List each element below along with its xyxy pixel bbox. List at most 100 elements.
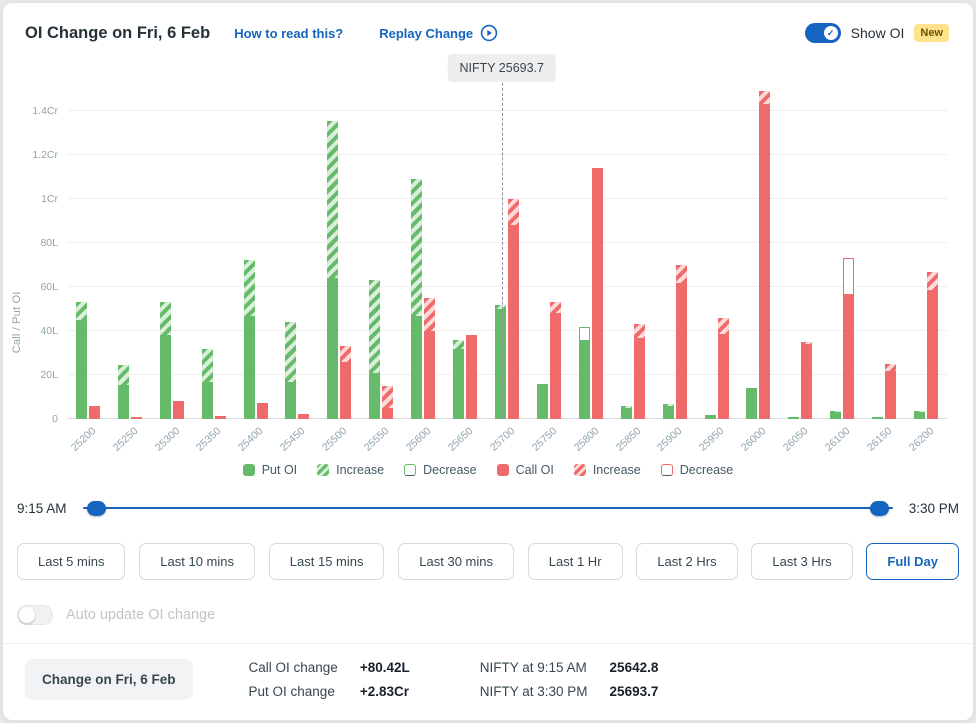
put-oi-bar[interactable]: [578, 326, 590, 419]
range-button-last-15-mins[interactable]: Last 15 mins: [268, 543, 385, 580]
x-axis-label: 26150: [864, 425, 895, 454]
gridline: [67, 110, 947, 111]
range-button-last-3-hrs[interactable]: Last 3 Hrs: [751, 543, 853, 580]
call-solid-segment: [633, 337, 645, 419]
x-axis-label: 25550: [361, 425, 392, 454]
legend-item-call-inc[interactable]: Increase: [573, 463, 641, 477]
call-oi-bar[interactable]: [424, 298, 436, 419]
call-oi-bar[interactable]: [717, 317, 729, 419]
range-button-full-day[interactable]: Full Day: [866, 543, 959, 580]
show-oi-toggle[interactable]: ✓: [804, 23, 841, 43]
legend-item-put-solid[interactable]: Put OI: [242, 463, 297, 477]
put-oi-bar[interactable]: [117, 365, 129, 419]
call-oi-bar[interactable]: [801, 342, 813, 419]
call-oi-bar[interactable]: [508, 199, 520, 419]
x-axis-label: 26000: [739, 425, 769, 454]
put-oi-bar[interactable]: [495, 304, 507, 419]
put-oi-bar[interactable]: [914, 411, 926, 419]
put-oi-bar[interactable]: [746, 388, 758, 419]
put-oi-bar[interactable]: [243, 259, 255, 419]
change-date-button[interactable]: Change on Fri, 6 Feb: [25, 659, 193, 700]
oi-change-stats: Call OI change +80.42L Put OI change +2.83C…: [249, 660, 410, 699]
put-oi-bar[interactable]: [159, 302, 171, 419]
put-oi-bar[interactable]: [453, 339, 465, 419]
put-oi-bar[interactable]: [75, 302, 87, 419]
put-oi-bar[interactable]: [830, 411, 842, 419]
call-solid-segment: [675, 282, 687, 419]
put-solid-segment: [914, 412, 926, 419]
call-oi-bar[interactable]: [843, 258, 855, 419]
replay-change-link[interactable]: Replay Change: [379, 24, 498, 42]
call-oi-bar[interactable]: [675, 265, 687, 419]
put-oi-bar[interactable]: [285, 322, 297, 419]
put-oi-bar[interactable]: [201, 348, 213, 419]
chart-section: Call / Put OI NIFTY 25693.7 0 20L 40L 60L 80…: [3, 51, 973, 455]
call-oi-bar[interactable]: [256, 402, 268, 419]
auto-update-row: Auto update OI change: [17, 605, 959, 625]
x-axis-label: 25600: [403, 425, 434, 454]
legend-item-call-dec[interactable]: Decrease: [660, 463, 734, 477]
put-increase-segment: [369, 280, 381, 373]
gridline: [67, 330, 947, 331]
put-oi-bar[interactable]: [369, 280, 381, 419]
legend-item-put-dec[interactable]: Decrease: [404, 463, 477, 477]
legend-label: Decrease: [679, 463, 734, 477]
put-oi-bar[interactable]: [327, 120, 339, 419]
call-increase-segment: [927, 271, 939, 291]
how-to-read-link[interactable]: How to read this?: [234, 26, 343, 41]
call-increase-segment: [340, 346, 352, 362]
replay-change-label: Replay Change: [379, 25, 474, 41]
slider-handle-start[interactable]: [86, 501, 106, 516]
put-increase-segment: [411, 179, 423, 316]
call-increase-segment: [549, 302, 561, 314]
auto-update-toggle[interactable]: [17, 605, 53, 625]
call-oi-bar[interactable]: [88, 405, 100, 419]
call-oi-bar[interactable]: [633, 324, 645, 419]
call-oi-bar[interactable]: [340, 346, 352, 419]
call-solid-segment: [130, 416, 142, 419]
call-oi-bar[interactable]: [172, 401, 184, 419]
call-increase-segment: [759, 91, 771, 105]
call-oi-bar[interactable]: [549, 302, 561, 419]
legend-item-call-solid[interactable]: Call OI: [496, 463, 554, 477]
put-increase-segment: [914, 411, 926, 413]
put-oi-bar[interactable]: [662, 403, 674, 419]
range-button-last-1-hr[interactable]: Last 1 Hr: [527, 543, 623, 580]
legend-label: Increase: [592, 463, 641, 477]
time-range-slider[interactable]: [79, 499, 897, 517]
bar-groups: [67, 89, 947, 419]
put-oi-bar[interactable]: [704, 414, 716, 419]
put-oi-bar[interactable]: [872, 416, 884, 419]
put-oi-bar[interactable]: [788, 416, 800, 419]
call-increase-segment: [382, 386, 394, 408]
call-oi-bar[interactable]: [130, 416, 142, 419]
range-button-last-2-hrs[interactable]: Last 2 Hrs: [636, 543, 738, 580]
call-oi-bar[interactable]: [298, 413, 310, 419]
call-solid-segment: [759, 104, 771, 419]
slider-handle-end[interactable]: [869, 501, 889, 516]
call-oi-bar[interactable]: [214, 415, 226, 419]
call-oi-bar[interactable]: [382, 386, 394, 419]
put-oi-bar[interactable]: [536, 383, 548, 419]
put-oi-bar[interactable]: [411, 179, 423, 419]
strike-group-25550: [360, 89, 402, 419]
gridline: [67, 374, 947, 375]
call-oi-bar[interactable]: [591, 168, 603, 419]
legend-item-put-inc[interactable]: Increase: [317, 463, 384, 477]
call-oi-bar[interactable]: [466, 335, 478, 419]
range-button-last-10-mins[interactable]: Last 10 mins: [139, 543, 255, 580]
put-oi-bar[interactable]: [620, 405, 632, 419]
range-button-last-30-mins[interactable]: Last 30 mins: [398, 543, 514, 580]
x-axis-label: 25950: [697, 425, 727, 454]
x-axis-label: 25500: [320, 425, 350, 454]
strike-group-26150: [863, 89, 905, 419]
range-button-last-5-mins[interactable]: Last 5 mins: [17, 543, 126, 580]
call-increase-segment: [675, 265, 687, 283]
slider-track-line: [82, 507, 893, 509]
call-oi-bar[interactable]: [759, 91, 771, 419]
call-solid-segment: [382, 408, 394, 419]
chart-legend: Put OI Increase Decrease Call OI Increase Dec…: [3, 463, 973, 477]
call-oi-bar[interactable]: [927, 271, 939, 419]
call-oi-bar[interactable]: [885, 364, 897, 419]
show-oi-label: Show OI: [850, 25, 905, 41]
